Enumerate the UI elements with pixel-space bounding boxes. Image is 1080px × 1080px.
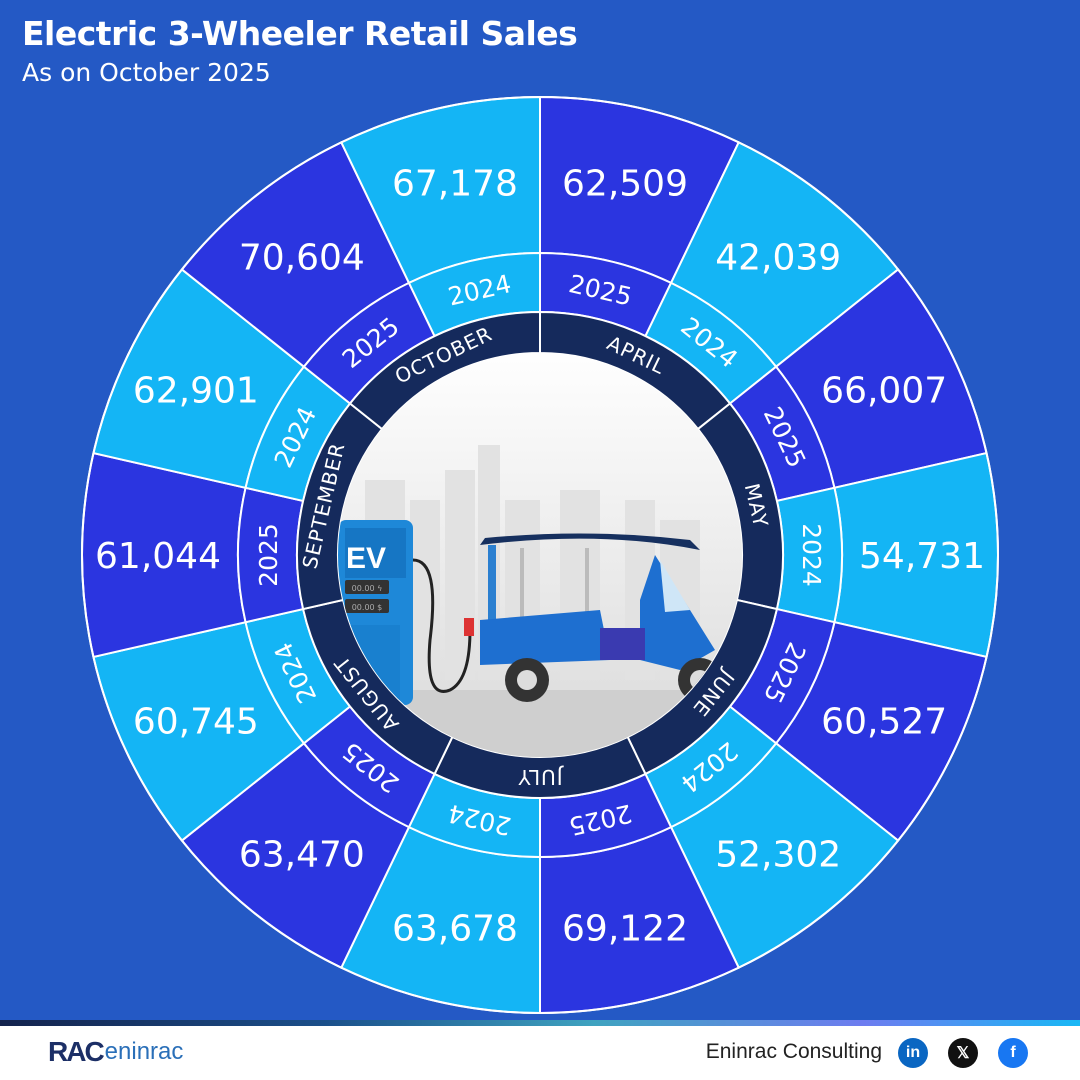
month-label: JULY bbox=[517, 765, 564, 789]
eninrac-logo: RAC eninrac bbox=[48, 1036, 184, 1067]
value-label: 62,901 bbox=[133, 370, 259, 411]
value-label: 61,044 bbox=[95, 536, 221, 577]
center-illustration: EV 00.00 ϟ 00.00 $ bbox=[338, 353, 742, 757]
value-label: 66,007 bbox=[821, 370, 947, 411]
value-label: 63,470 bbox=[239, 835, 365, 876]
value-label: 62,509 bbox=[562, 164, 688, 205]
brand-name: Eninrac Consulting bbox=[705, 1040, 882, 1063]
footer-stripe bbox=[0, 1020, 1080, 1026]
auto-rickshaw-icon bbox=[480, 533, 722, 702]
svg-text:EV: EV bbox=[346, 542, 386, 575]
page-subtitle: As on October 2025 bbox=[22, 58, 271, 87]
footer: RAC eninrac Eninrac Consulting in 𝕏 f bbox=[0, 1026, 1080, 1080]
value-label: 67,178 bbox=[392, 164, 518, 205]
value-label: 69,122 bbox=[562, 908, 688, 949]
value-label: 52,302 bbox=[715, 835, 841, 876]
linkedin-icon[interactable]: in bbox=[898, 1038, 928, 1068]
value-label: 60,527 bbox=[821, 702, 947, 743]
svg-text:00.00 ϟ: 00.00 ϟ bbox=[352, 584, 383, 593]
x-icon[interactable]: 𝕏 bbox=[948, 1038, 978, 1068]
value-label: 60,745 bbox=[133, 702, 259, 743]
value-label: 70,604 bbox=[239, 237, 365, 278]
year-label: 2024 bbox=[797, 523, 826, 587]
outer-ring bbox=[81, 96, 999, 1014]
facebook-icon[interactable]: f bbox=[998, 1038, 1028, 1068]
year-label: 2025 bbox=[254, 523, 283, 587]
value-label: 63,678 bbox=[392, 908, 518, 949]
value-label: 54,731 bbox=[859, 536, 985, 577]
value-label: 42,039 bbox=[715, 237, 841, 278]
svg-text:00.00 $: 00.00 $ bbox=[352, 603, 383, 612]
page-title: Electric 3-Wheeler Retail Sales bbox=[22, 14, 578, 53]
